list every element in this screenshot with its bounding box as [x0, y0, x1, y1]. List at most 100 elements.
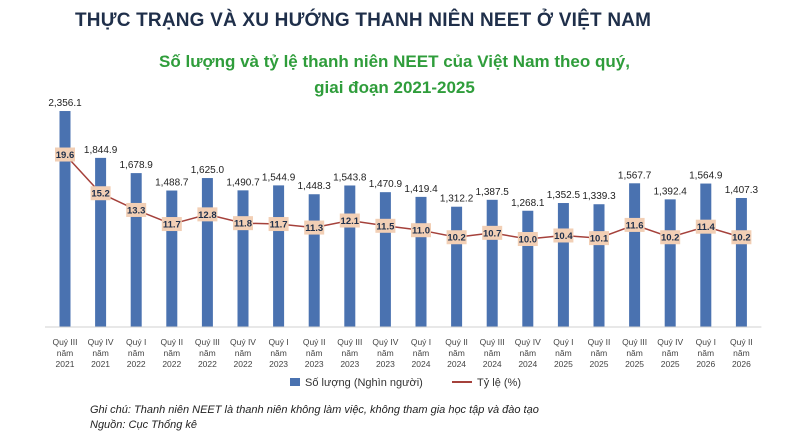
bar-value-label: 1,392.4	[654, 186, 688, 197]
x-tick-label: năm	[520, 348, 537, 358]
bar	[629, 183, 641, 327]
rate-value-label: 10.2	[661, 233, 680, 244]
bar-value-label: 1,567.7	[618, 170, 652, 181]
x-tick-label: năm	[413, 348, 430, 358]
rate-label-background	[731, 230, 752, 245]
rate-value-label: 10.2	[447, 233, 466, 244]
rate-value-label: 19.6	[56, 150, 75, 161]
rate-value-label: 10.4	[554, 231, 573, 242]
rate-value-label: 13.3	[127, 205, 146, 216]
x-tick-label: 2024	[483, 359, 502, 369]
x-tick-label: năm	[484, 348, 501, 358]
neet-chart: 2,356.1 1,844.91,678.91,488.71,625.01,490…	[45, 98, 762, 389]
legend-line-label: Tỷ lệ (%)	[477, 377, 521, 389]
x-tick-label: Quý III	[480, 337, 505, 347]
rate-label-background	[55, 147, 75, 162]
rate-label-background	[446, 230, 467, 245]
x-tick-label: năm	[128, 348, 145, 358]
rate-label-background	[660, 230, 681, 245]
bar	[95, 157, 107, 327]
x-tick-label: năm	[626, 348, 643, 358]
bar	[735, 197, 747, 327]
bar	[557, 203, 569, 327]
rate-label-background	[589, 231, 609, 246]
rate-label-background	[695, 219, 716, 234]
x-tick-label: 2024	[518, 359, 537, 369]
bar	[237, 190, 249, 327]
bar	[166, 190, 178, 327]
x-tick-label: năm	[342, 348, 359, 358]
rate-label-background	[411, 223, 431, 238]
x-tick-label: Quý III	[337, 337, 362, 347]
bar-value-label: 1,564.9	[689, 171, 723, 182]
bar	[451, 206, 463, 327]
x-tick-label: 2026	[696, 359, 715, 369]
rate-label-background	[233, 216, 253, 231]
rate-value-label: 11.7	[163, 220, 181, 231]
rate-label-background	[304, 220, 325, 235]
x-tick-label: 2023	[376, 359, 395, 369]
rate-value-label: 11.4	[697, 222, 716, 233]
bar-value-label: 1,625.0	[191, 165, 225, 176]
x-tick-label: 2021	[91, 359, 110, 369]
rate-value-label: 11.3	[305, 223, 323, 234]
footnote: Ghi chú: Thanh niên NEET là thanh niên k…	[90, 404, 539, 416]
x-tick-label: 2022	[127, 359, 146, 369]
x-tick-label: 2023	[340, 359, 359, 369]
rate-value-label: 12.8	[198, 210, 217, 221]
x-tick-label: 2024	[412, 359, 431, 369]
rate-value-label: 12.1	[341, 216, 360, 227]
bar	[700, 183, 712, 327]
x-tick-label: Quý IV	[230, 337, 256, 347]
x-tick-label: năm	[698, 348, 715, 358]
x-tick-label: Quý IV	[515, 337, 541, 347]
x-tick-label: năm	[377, 348, 394, 358]
bar-series	[59, 111, 747, 327]
x-tick-label: Quý II	[588, 337, 611, 347]
x-tick-label: năm	[662, 348, 679, 358]
x-tick-label: 2022	[198, 359, 217, 369]
x-tick-label: năm	[199, 348, 216, 358]
x-tick-label: Quý IV	[657, 337, 683, 347]
bar	[130, 173, 142, 327]
bar-value-label: 1,844.9	[84, 145, 118, 156]
x-tick-label: Quý III	[52, 337, 77, 347]
x-tick-label: năm	[92, 348, 109, 358]
x-tick-label: Quý III	[195, 337, 220, 347]
bar-value-label: 1,470.9	[369, 179, 403, 190]
bar	[308, 194, 320, 327]
x-tick-label: 2022	[162, 359, 181, 369]
x-tick-label: Quý III	[622, 337, 647, 347]
x-tick-label: 2026	[732, 359, 751, 369]
x-tick-label: 2023	[305, 359, 324, 369]
x-tick-label: Quý II	[445, 337, 468, 347]
source-note: Nguồn: Cục Thống kê	[90, 419, 198, 431]
rate-value-label: 10.7	[483, 228, 502, 239]
legend-bar-label: Số lượng (Nghìn người)	[305, 377, 423, 389]
legend-bar-swatch	[290, 378, 300, 386]
x-tick-label: Quý I	[126, 337, 146, 347]
rate-label-background	[339, 213, 360, 228]
bar-value-label: 1,678.9	[120, 160, 154, 171]
x-tick-label: Quý II	[730, 337, 753, 347]
bar	[59, 111, 71, 327]
bar-value-label: 1,544.9	[262, 172, 296, 183]
bar-value-label: 1,490.7	[226, 177, 260, 188]
x-tick-label: năm	[270, 348, 287, 358]
x-tick-label: 2025	[590, 359, 609, 369]
x-tick-label: Quý IV	[372, 337, 398, 347]
bar	[344, 185, 356, 327]
x-tick-label: Quý IV	[88, 337, 114, 347]
rate-label-background	[624, 217, 645, 232]
x-tick-label: năm	[448, 348, 465, 358]
bar-value-labels: 2,356.1 1,844.91,678.91,488.71,625.01,490…	[48, 98, 758, 209]
rate-value-label: 10.1	[590, 234, 609, 245]
rate-label-background	[90, 186, 111, 201]
chart-subtitle-line2: giai đoạn 2021-2025	[314, 78, 475, 97]
x-tick-label: 2022	[234, 359, 253, 369]
rate-label-background	[517, 232, 538, 246]
x-tick-label: 2025	[554, 359, 573, 369]
x-tick-label: năm	[57, 348, 74, 358]
bar-value-label: 1,488.7	[155, 178, 189, 189]
bar-value-label: 2,356.1	[48, 98, 82, 109]
